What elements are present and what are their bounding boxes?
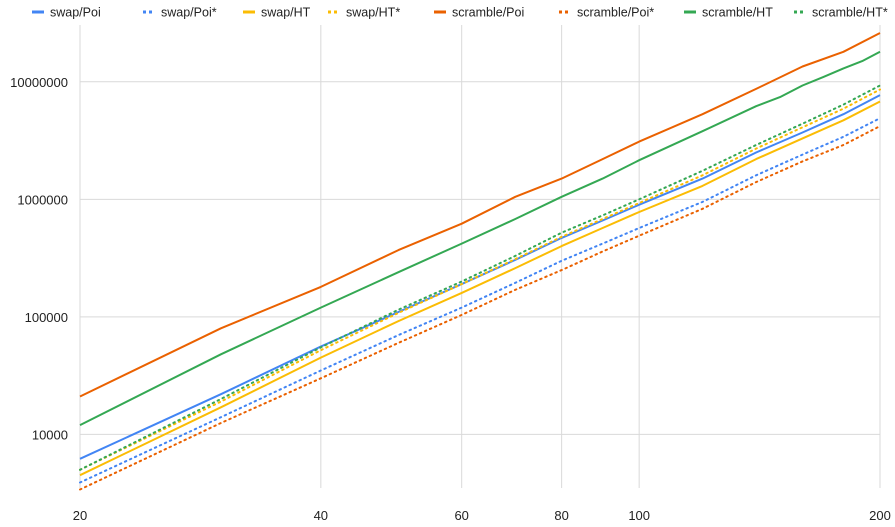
series-line-swap-poi [79, 94, 881, 460]
series-line-scramble-ht [79, 50, 881, 426]
x-tick-label: 40 [314, 508, 328, 523]
legend-label-swap-ht: swap/HT [261, 6, 311, 20]
legend-label-swap-poi: swap/Poi [50, 6, 101, 20]
y-tick-label: 10000 [32, 427, 68, 442]
series-line-swap-ht-star [79, 88, 881, 471]
series-line-scramble-ht-star [79, 84, 881, 471]
legend-label-scramble-poi-star: scramble/Poi* [577, 6, 654, 20]
x-tick-label: 20 [73, 508, 87, 523]
x-tick-label: 80 [554, 508, 568, 523]
series-line-scramble-poi-star [79, 125, 881, 491]
legend-label-swap-ht-star: swap/HT* [346, 6, 400, 20]
y-axis-ticks: 10000 100000 1000000 10000000 [10, 75, 68, 443]
x-tick-label: 200 [869, 508, 891, 523]
series-lines [79, 32, 881, 491]
y-tick-label: 100000 [25, 310, 68, 325]
x-tick-label: 100 [628, 508, 650, 523]
x-axis-ticks: 20 40 60 80 100 200 [73, 508, 891, 523]
series-line-swap-poi-star [79, 117, 881, 484]
legend: swap/Poi swap/Poi* swap/HT swap/HT* scramble… [32, 6, 888, 20]
y-tick-label: 10000000 [10, 75, 68, 90]
legend-label-scramble-poi: scramble/Poi [452, 6, 524, 20]
x-tick-label: 60 [454, 508, 468, 523]
y-tick-label: 1000000 [17, 192, 68, 207]
legend-label-scramble-ht-star: scramble/HT* [812, 6, 888, 20]
legend-label-swap-poi-star: swap/Poi* [161, 6, 217, 20]
series-line-scramble-poi [79, 32, 881, 398]
series-line-swap-ht [79, 100, 881, 477]
legend-label-scramble-ht: scramble/HT [702, 6, 773, 20]
gridlines [79, 25, 881, 488]
